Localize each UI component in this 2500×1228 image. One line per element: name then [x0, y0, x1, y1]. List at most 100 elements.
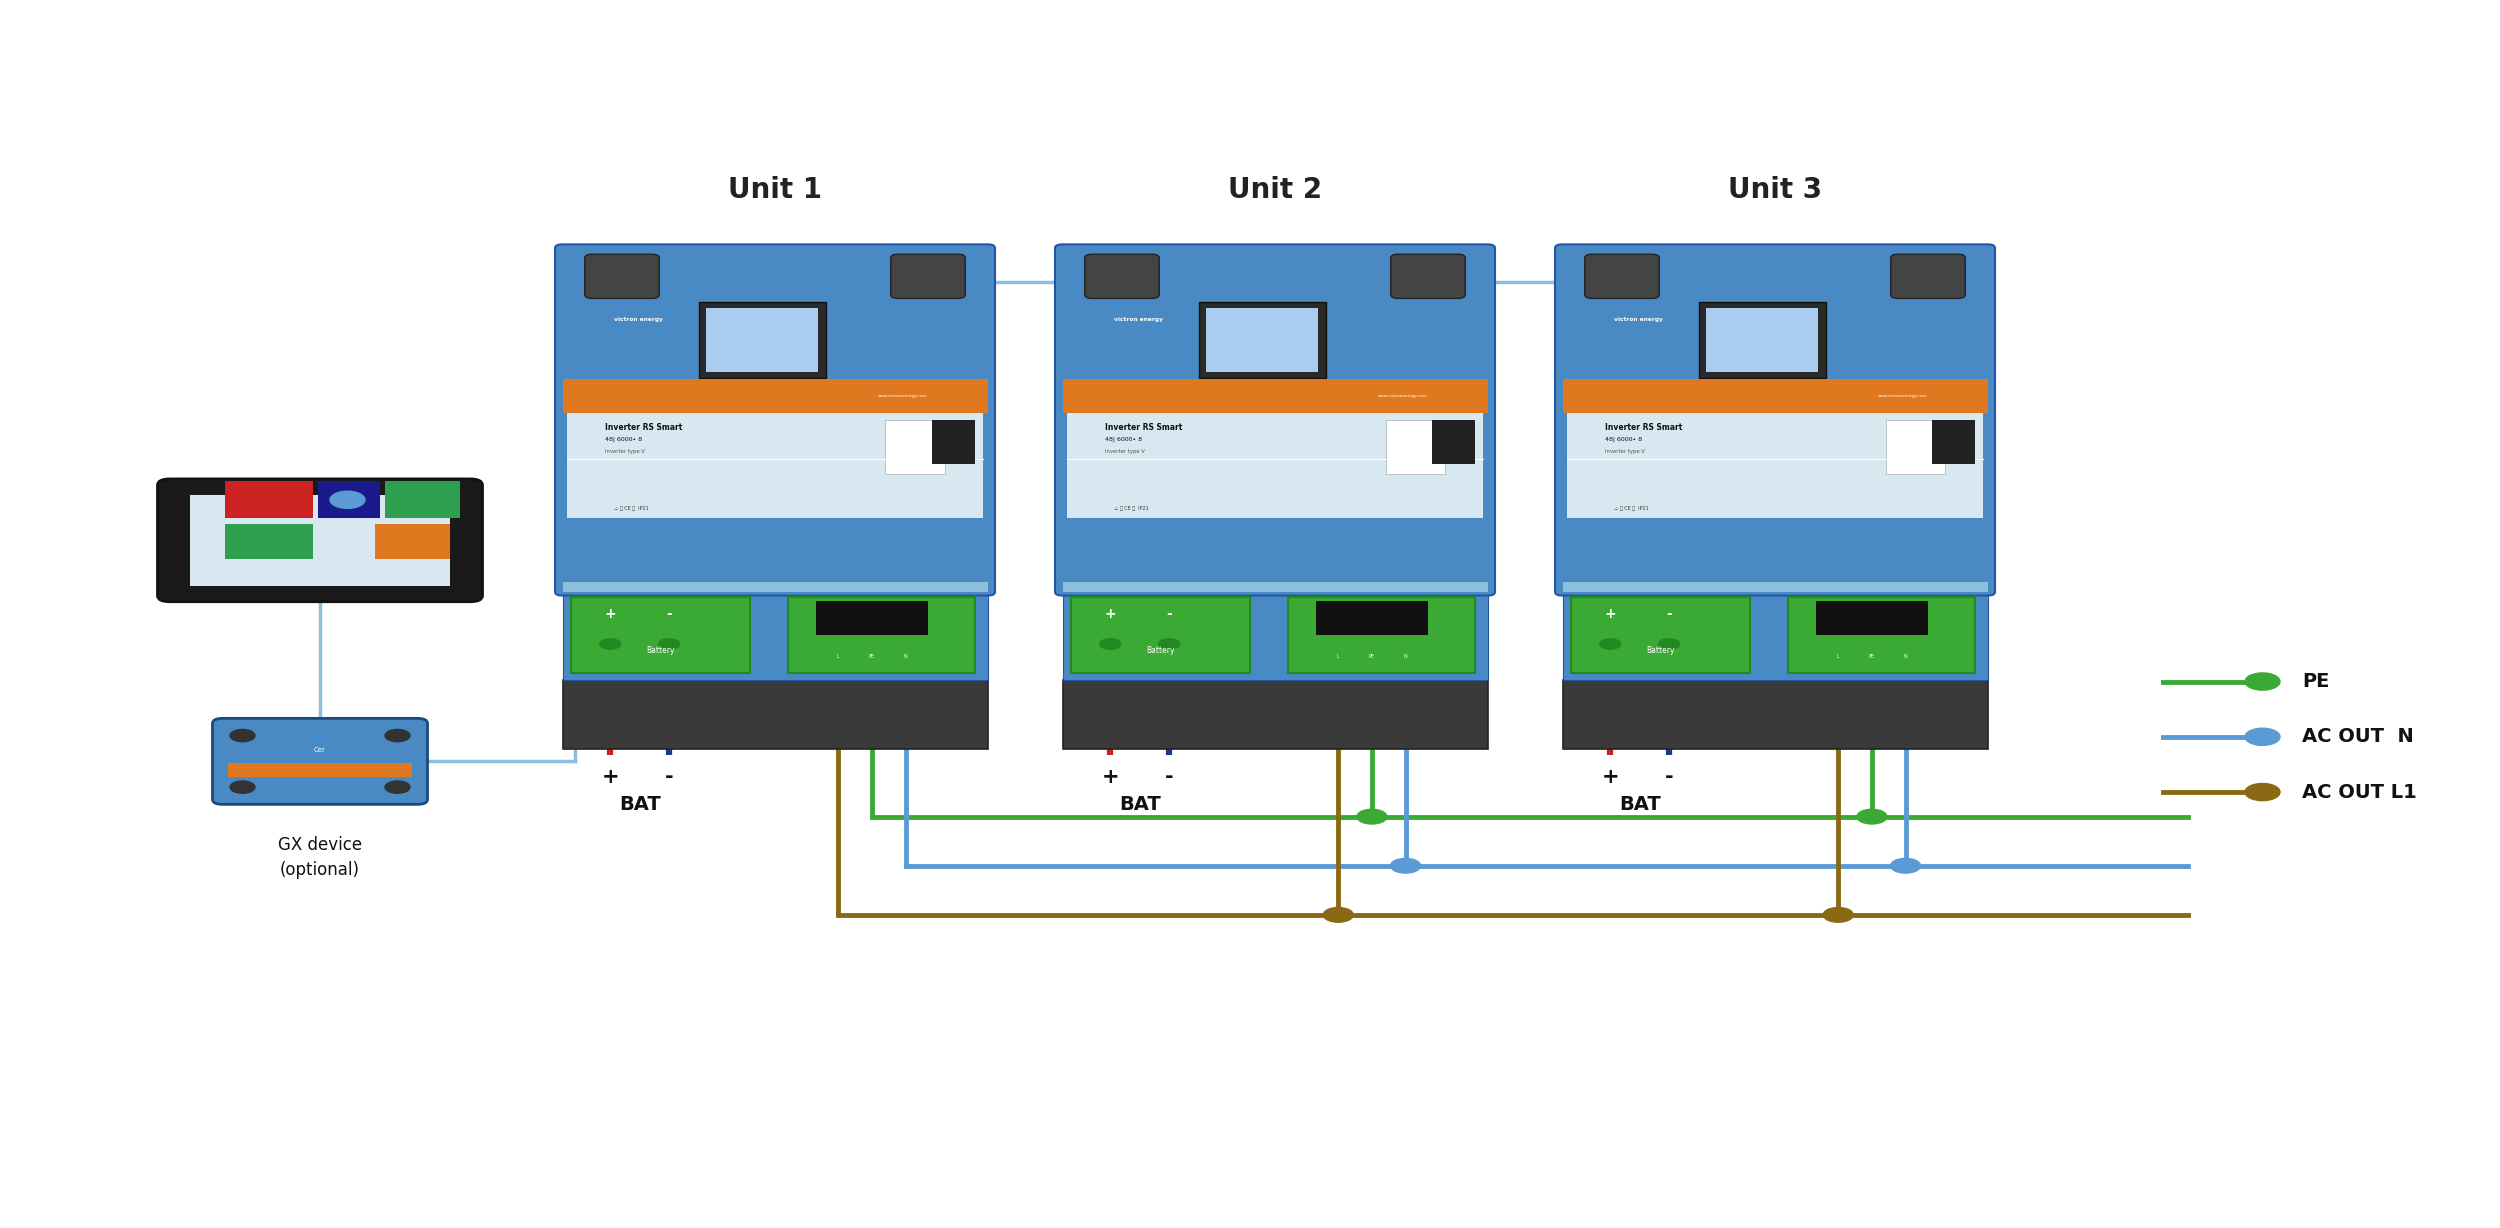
- FancyBboxPatch shape: [890, 254, 965, 298]
- Bar: [1698, 302, 1825, 378]
- Circle shape: [230, 781, 255, 793]
- Text: www.victronenergy.com: www.victronenergy.com: [1878, 394, 1928, 398]
- Text: +: +: [1602, 768, 1620, 787]
- Text: ⚠ Ⓐ CE Ⓒ  IP21: ⚠ Ⓐ CE Ⓒ IP21: [1112, 506, 1148, 511]
- Bar: [1385, 420, 1445, 474]
- Text: ⚠ Ⓐ CE Ⓒ  IP21: ⚠ Ⓐ CE Ⓒ IP21: [1612, 506, 1648, 511]
- Text: -: -: [1668, 607, 1672, 620]
- Circle shape: [385, 781, 410, 793]
- Bar: [1562, 680, 1988, 749]
- Bar: [562, 582, 988, 592]
- Text: Inverter type V: Inverter type V: [605, 449, 645, 454]
- Circle shape: [1600, 639, 1620, 650]
- Bar: [705, 308, 818, 372]
- Circle shape: [1890, 858, 1920, 873]
- Bar: [562, 379, 988, 413]
- Bar: [1205, 308, 1318, 372]
- Bar: [815, 600, 928, 635]
- Text: 48| 6000• 8: 48| 6000• 8: [1105, 437, 1142, 442]
- Bar: [1788, 597, 1975, 673]
- Bar: [1562, 379, 1988, 413]
- Circle shape: [600, 639, 620, 650]
- Bar: [698, 302, 825, 378]
- Text: -: -: [665, 768, 672, 787]
- Text: L: L: [1838, 653, 1840, 658]
- Text: Inverter RS Smart: Inverter RS Smart: [1105, 422, 1182, 432]
- Text: Battery: Battery: [1145, 646, 1175, 655]
- Text: victron energy: victron energy: [1115, 317, 1162, 322]
- Text: Inverter type V: Inverter type V: [1105, 449, 1145, 454]
- Circle shape: [1322, 907, 1352, 922]
- Circle shape: [330, 491, 365, 508]
- Text: PE: PE: [870, 653, 875, 658]
- Bar: [885, 420, 945, 474]
- Circle shape: [1858, 809, 1888, 824]
- Bar: [1885, 420, 1945, 474]
- Text: +: +: [1105, 607, 1115, 620]
- Bar: [228, 763, 412, 776]
- Text: Inverter type V: Inverter type V: [1605, 449, 1645, 454]
- Text: -: -: [1165, 768, 1172, 787]
- Text: GX device
(optional): GX device (optional): [278, 836, 362, 879]
- Circle shape: [2245, 673, 2280, 690]
- Text: www.victronenergy.com: www.victronenergy.com: [1378, 394, 1427, 398]
- Bar: [1068, 413, 1482, 518]
- Text: Unit 1: Unit 1: [728, 177, 823, 204]
- Bar: [1705, 308, 1818, 372]
- Text: Unit 3: Unit 3: [1727, 177, 1822, 204]
- Bar: [1062, 592, 1488, 680]
- Circle shape: [230, 729, 255, 742]
- Circle shape: [658, 639, 680, 650]
- Text: 48| 6000• 8: 48| 6000• 8: [605, 437, 642, 442]
- Text: +: +: [1102, 768, 1120, 787]
- Text: L: L: [838, 653, 840, 658]
- FancyBboxPatch shape: [1390, 254, 1465, 298]
- Text: PE: PE: [1870, 653, 1875, 658]
- Text: AC OUT L1: AC OUT L1: [2302, 782, 2418, 802]
- FancyBboxPatch shape: [585, 254, 660, 298]
- Text: L: L: [1338, 653, 1340, 658]
- Bar: [1432, 420, 1475, 464]
- Circle shape: [1822, 907, 1852, 922]
- Text: 48| 6000• 8: 48| 6000• 8: [1605, 437, 1642, 442]
- Circle shape: [1358, 809, 1388, 824]
- FancyBboxPatch shape: [1085, 254, 1160, 298]
- Bar: [225, 481, 312, 518]
- Bar: [1315, 600, 1427, 635]
- FancyBboxPatch shape: [1890, 254, 1965, 298]
- Text: Cer: Cer: [315, 747, 325, 753]
- Text: N: N: [1403, 653, 1408, 658]
- Bar: [562, 592, 988, 680]
- Text: Unit 2: Unit 2: [1228, 177, 1322, 204]
- Bar: [1070, 597, 1250, 673]
- Text: AC OUT  N: AC OUT N: [2302, 727, 2415, 747]
- Bar: [1815, 600, 1928, 635]
- Bar: [570, 597, 750, 673]
- Circle shape: [1100, 639, 1120, 650]
- Text: N: N: [902, 653, 908, 658]
- Bar: [1198, 302, 1325, 378]
- Text: -: -: [1665, 768, 1672, 787]
- Text: +: +: [602, 768, 620, 787]
- FancyBboxPatch shape: [1585, 254, 1660, 298]
- Circle shape: [385, 729, 410, 742]
- Text: PE: PE: [1370, 653, 1375, 658]
- Text: -: -: [668, 607, 672, 620]
- Bar: [932, 420, 975, 464]
- Circle shape: [2245, 728, 2280, 745]
- Bar: [1062, 582, 1488, 592]
- Text: Battery: Battery: [1645, 646, 1675, 655]
- Text: ⚠ Ⓐ CE Ⓒ  IP21: ⚠ Ⓐ CE Ⓒ IP21: [612, 506, 648, 511]
- Text: victron energy: victron energy: [615, 317, 662, 322]
- Bar: [1562, 582, 1988, 592]
- Text: Battery: Battery: [645, 646, 675, 655]
- Bar: [562, 680, 988, 749]
- FancyBboxPatch shape: [213, 718, 428, 804]
- Text: BAT: BAT: [1620, 795, 1660, 814]
- Circle shape: [1158, 639, 1180, 650]
- Text: N: N: [1902, 653, 1908, 658]
- Text: Inverter RS Smart: Inverter RS Smart: [605, 422, 683, 432]
- Bar: [190, 495, 450, 586]
- Text: +: +: [1605, 607, 1615, 620]
- Text: BAT: BAT: [620, 795, 660, 814]
